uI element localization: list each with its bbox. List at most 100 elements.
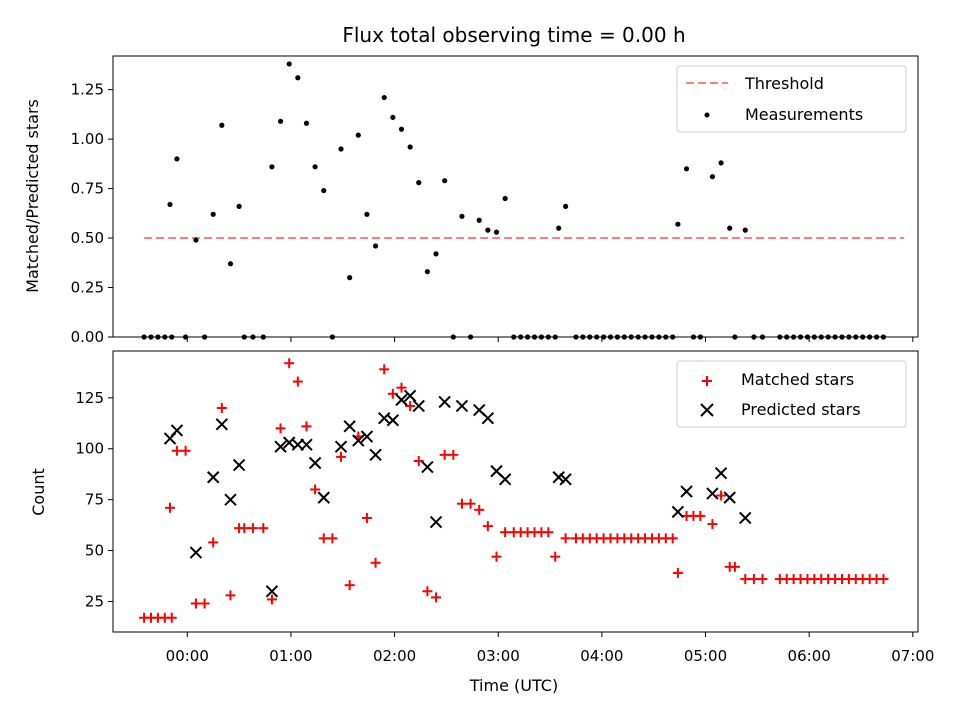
predicted-star-point	[206, 471, 220, 484]
measurement-point	[355, 132, 361, 138]
measurement-point	[312, 164, 318, 170]
matched-star-point	[729, 561, 740, 572]
measurement-point	[562, 203, 569, 209]
matched-star-point	[413, 455, 424, 466]
matched-star-point	[439, 449, 450, 460]
predicted-legend-swatch	[700, 403, 714, 417]
measurement-point	[727, 225, 733, 231]
measurement-point	[321, 187, 327, 194]
matched-star-point	[239, 523, 250, 534]
matched-legend-swatch	[702, 376, 712, 386]
matched-legend-label: Matched stars	[741, 370, 854, 389]
predicted-star-point	[300, 438, 313, 451]
measurement-point	[683, 166, 690, 172]
predicted-star-point	[308, 456, 322, 470]
predicted-star-point	[317, 491, 330, 504]
predicted-star-point	[438, 395, 451, 409]
matched-star-point	[165, 502, 176, 513]
predicted-star-point	[334, 440, 348, 453]
bottom-x-ticks: 00:00 01:00 02:00 03:00 04:00 05:00 06:00 07:00	[166, 632, 934, 665]
matched-star-point	[474, 504, 485, 515]
matched-star-point	[740, 574, 751, 585]
top-ytick-label: 1.25	[71, 81, 104, 99]
measurement-point	[709, 174, 716, 180]
matched-star-point	[379, 364, 390, 375]
bottom-ytick-label: 25	[85, 592, 104, 610]
measurement-point	[364, 211, 370, 217]
predicted-star-point	[714, 466, 728, 480]
xtick-label: 02:00	[373, 647, 416, 665]
top-plot-marks	[141, 61, 905, 340]
xtick-label: 06:00	[788, 647, 831, 665]
matched-star-point	[171, 445, 182, 456]
predicted-star-point	[706, 487, 719, 500]
matched-star-point	[208, 537, 219, 548]
x-axis-label: Time (UTC)	[469, 676, 558, 695]
matched-star-point	[491, 551, 502, 562]
bottom-ytick-label: 75	[85, 491, 104, 509]
measurement-point	[742, 227, 748, 233]
matched-star-point	[667, 533, 678, 544]
xtick-label: 03:00	[477, 647, 520, 665]
matched-star-point	[500, 527, 511, 538]
predicted-star-point	[559, 473, 572, 486]
xtick-label: 01:00	[269, 647, 312, 665]
matched-star-point	[878, 574, 889, 585]
bottom-ytick-label: 100	[75, 440, 104, 458]
predicted-star-point	[265, 585, 279, 598]
threshold-legend-label: Threshold	[744, 74, 824, 93]
measurement-point	[381, 94, 387, 101]
measurement-point	[556, 225, 562, 231]
matched-star-point	[672, 567, 683, 578]
matched-star-point	[275, 423, 286, 434]
top-ytick-label: 1.00	[71, 130, 104, 148]
top-legend: Threshold Measurements	[676, 65, 907, 133]
predicted-star-point	[224, 493, 237, 506]
bottom-axes: 25 50 75 100 125 00:00 01:00 02:00 03:00 04:00 05…	[29, 350, 934, 695]
measurement-point	[193, 237, 199, 243]
bottom-plot-marks	[139, 358, 889, 623]
matched-star-point	[707, 519, 718, 530]
predicted-star-point	[739, 511, 752, 525]
top-ytick-label: 0.50	[71, 229, 104, 247]
predicted-star-point	[170, 424, 184, 437]
measurements-legend-label: Measurements	[745, 105, 863, 124]
measurement-point	[174, 156, 180, 162]
matched-star-point	[550, 551, 561, 562]
xtick-label: 05:00	[684, 647, 727, 665]
predicted-star-point	[352, 434, 365, 447]
measurement-point	[269, 164, 275, 170]
predicted-star-point	[232, 458, 246, 472]
xtick-label: 07:00	[891, 647, 934, 665]
predicted-star-point	[421, 460, 434, 474]
chart-title: Flux total observing time = 0.00 h	[342, 23, 685, 47]
measurement-point	[372, 243, 379, 249]
measurement-point	[286, 61, 292, 67]
measurements-legend-swatch	[704, 112, 710, 118]
measurement-point	[442, 178, 448, 184]
matched-star-point	[318, 533, 329, 544]
top-axes-frame	[112, 55, 919, 338]
top-x-ticks	[186, 337, 914, 342]
matched-star-point	[199, 598, 210, 609]
matched-star-point	[370, 557, 381, 568]
matched-star-point	[757, 574, 768, 585]
bottom-ytick-label: 50	[85, 542, 104, 560]
predicted-star-point	[274, 440, 287, 453]
measurement-point	[210, 211, 216, 217]
matched-star-point	[266, 594, 277, 605]
measurement-point	[390, 114, 396, 120]
matched-star-point	[216, 403, 227, 414]
predicted-star-point	[498, 473, 512, 486]
matched-star-point	[336, 451, 347, 462]
matched-star-point	[361, 512, 372, 523]
measurement-point	[493, 229, 500, 235]
measurement-point	[236, 203, 242, 209]
matched-star-point	[448, 449, 459, 460]
bottom-axes-frame	[112, 350, 919, 633]
measurement-point	[407, 144, 413, 150]
measurement-point	[485, 227, 491, 233]
matched-star-point	[247, 523, 258, 534]
measurement-point	[338, 146, 344, 152]
